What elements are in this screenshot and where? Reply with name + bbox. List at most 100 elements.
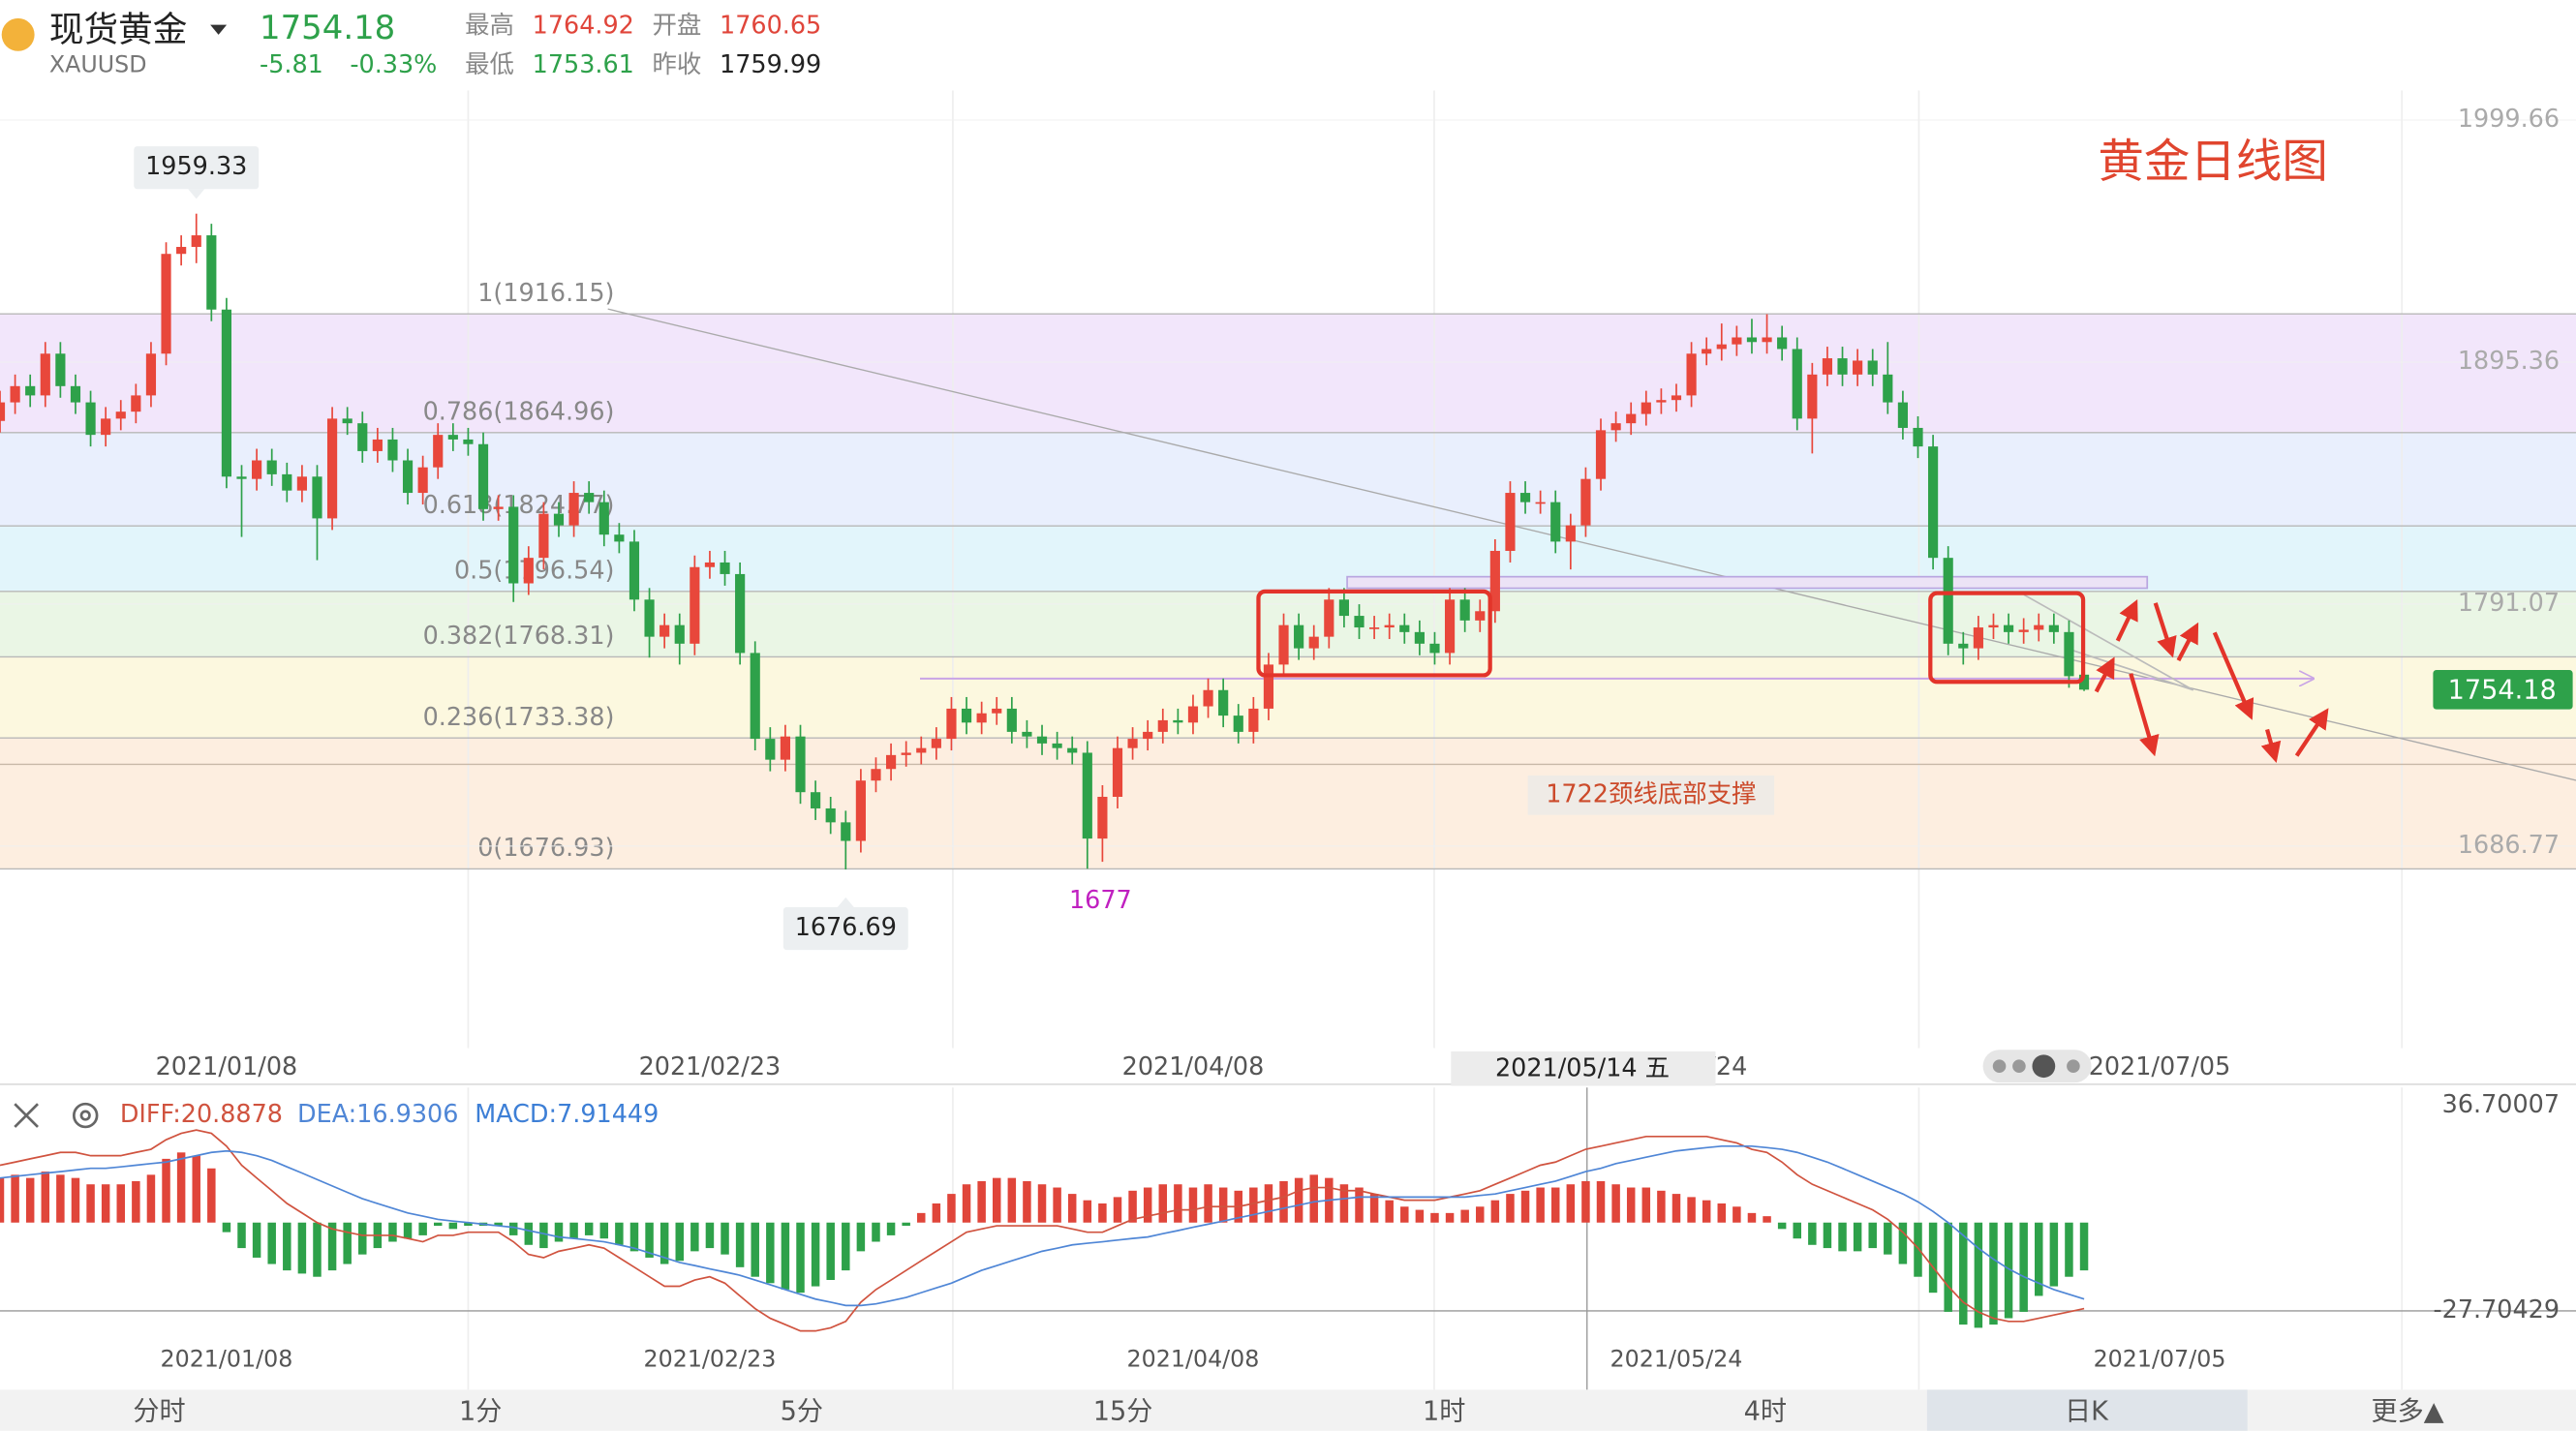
candle-body [1626, 413, 1637, 424]
scroll-indicator[interactable] [1982, 1050, 2092, 1083]
macd-bar [1657, 1190, 1666, 1223]
timeframe-tab[interactable]: 4时 [1744, 1397, 1787, 1427]
candles [0, 213, 2090, 870]
candle-body [1565, 525, 1576, 542]
macd-bar [283, 1222, 291, 1271]
macd-bar [917, 1212, 926, 1223]
macd-bar [267, 1222, 276, 1264]
candle-body [1580, 478, 1591, 526]
macd-bar [1460, 1209, 1469, 1223]
macd-bar [403, 1222, 413, 1239]
macd-bar [358, 1222, 367, 1255]
macd-bar [327, 1222, 337, 1271]
candle-body [1082, 752, 1092, 839]
dropdown-icon[interactable] [210, 24, 228, 35]
macd-bar [721, 1222, 729, 1255]
macd-bar [1596, 1180, 1606, 1223]
timeframe-tab[interactable]: 1分 [459, 1397, 502, 1427]
candle-body [584, 493, 595, 502]
candle-body [2034, 624, 2044, 630]
x-tick-label: 2021/07/05 [2094, 1345, 2226, 1372]
candle-body [961, 708, 972, 723]
candle-body [1384, 624, 1395, 628]
y-tick-label: 1791.07 [2458, 588, 2560, 617]
price-callout-pointer [188, 189, 205, 199]
x-tick-label: 2021/01/08 [156, 1051, 298, 1081]
macd-bar [584, 1222, 594, 1235]
macd-bar [343, 1222, 352, 1264]
low-label: 1677 [1069, 885, 1132, 914]
macd-line [0, 1144, 2085, 1307]
macd-bar [796, 1222, 805, 1294]
candle-body [2003, 624, 2014, 632]
fib-label: 1(1916.15) [477, 278, 614, 307]
macd-bar [1490, 1200, 1500, 1223]
candle-body [720, 562, 730, 574]
macd-bar [659, 1222, 669, 1264]
macd-bar [146, 1174, 156, 1223]
macd-bar [1476, 1206, 1485, 1223]
candle-body [1022, 731, 1032, 737]
macd-line [0, 1129, 2085, 1332]
x-tick-label: 2021/04/08 [1127, 1345, 1260, 1372]
candle-body [1519, 493, 1531, 502]
candle-body [1187, 706, 1199, 723]
candle-body [841, 822, 851, 841]
macd-bar [645, 1222, 654, 1258]
macd-bar [524, 1222, 534, 1245]
candle-body [1429, 643, 1440, 654]
timeframe-tab[interactable]: 1时 [1423, 1397, 1465, 1427]
macd-bar [237, 1222, 246, 1249]
macd-bar [1218, 1187, 1228, 1223]
macd-bar [1415, 1209, 1425, 1223]
macd-bar [629, 1222, 639, 1252]
macd-bar [1264, 1184, 1273, 1223]
y-tick-label: -27.70429 [2433, 1294, 2560, 1324]
candle-body [1354, 616, 1365, 628]
timeframe-tab[interactable]: 更多▲ [2372, 1397, 2444, 1427]
x-tick-label: 2021/04/08 [1122, 1051, 1265, 1081]
macd-bar [826, 1222, 835, 1280]
timeframe-tab[interactable]: 日K [2065, 1397, 2109, 1427]
candle-body [433, 435, 444, 468]
candle-body [780, 736, 791, 760]
candle-body [282, 473, 292, 491]
candle-body [1610, 423, 1621, 431]
macd-bar [71, 1177, 80, 1223]
candle-body [538, 513, 549, 559]
candle-body [690, 566, 700, 644]
fib-label: 0.382(1768.31) [423, 621, 615, 650]
macd-bar [932, 1203, 941, 1223]
macd-bar [1838, 1222, 1847, 1252]
candle-body [447, 435, 458, 440]
stat-label: 昨收 [652, 49, 701, 78]
macd-bar [1581, 1180, 1590, 1223]
macd-bar [41, 1172, 50, 1223]
macd-bar [615, 1222, 624, 1245]
macd-bar [11, 1174, 19, 1223]
timeframe-tab[interactable]: 5分 [781, 1397, 823, 1427]
macd-tools[interactable] [14, 1102, 99, 1129]
timeframe-tab[interactable]: 分时 [133, 1397, 185, 1427]
candle-body [266, 460, 277, 474]
macd-bar [1053, 1187, 1061, 1223]
macd-bar [1550, 1187, 1560, 1223]
macd-bar [1733, 1206, 1741, 1223]
y-tick-label: 1686.77 [2458, 830, 2560, 859]
stat-label: 开盘 [652, 10, 701, 39]
macd-bar [1763, 1216, 1771, 1223]
candle-body [1943, 558, 1953, 644]
fib-label: 0.5(1796.54) [454, 555, 615, 584]
candle-body [493, 506, 504, 509]
candle-body [644, 599, 655, 637]
candle-body [1127, 739, 1138, 748]
macd-bar [433, 1222, 443, 1227]
y-tick-label: 1999.66 [2458, 104, 2560, 133]
candle-body [1656, 400, 1667, 403]
timeframe-tab[interactable]: 15分 [1093, 1397, 1153, 1427]
macd-bar [1641, 1187, 1651, 1223]
macd-bar [1777, 1222, 1787, 1230]
macd-bar [207, 1168, 216, 1223]
candle-body [191, 235, 201, 248]
last-price: 1754.18 [2448, 676, 2557, 706]
